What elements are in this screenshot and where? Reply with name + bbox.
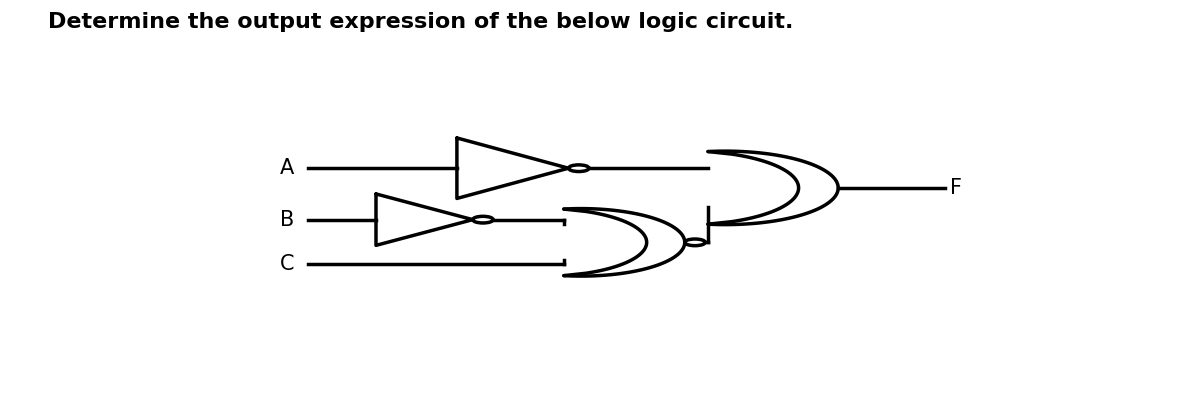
Text: Determine the output expression of the below logic circuit.: Determine the output expression of the b… (48, 12, 793, 32)
Text: B: B (280, 209, 294, 230)
Text: A: A (280, 158, 294, 178)
Text: C: C (280, 253, 294, 274)
Text: F: F (950, 178, 962, 198)
